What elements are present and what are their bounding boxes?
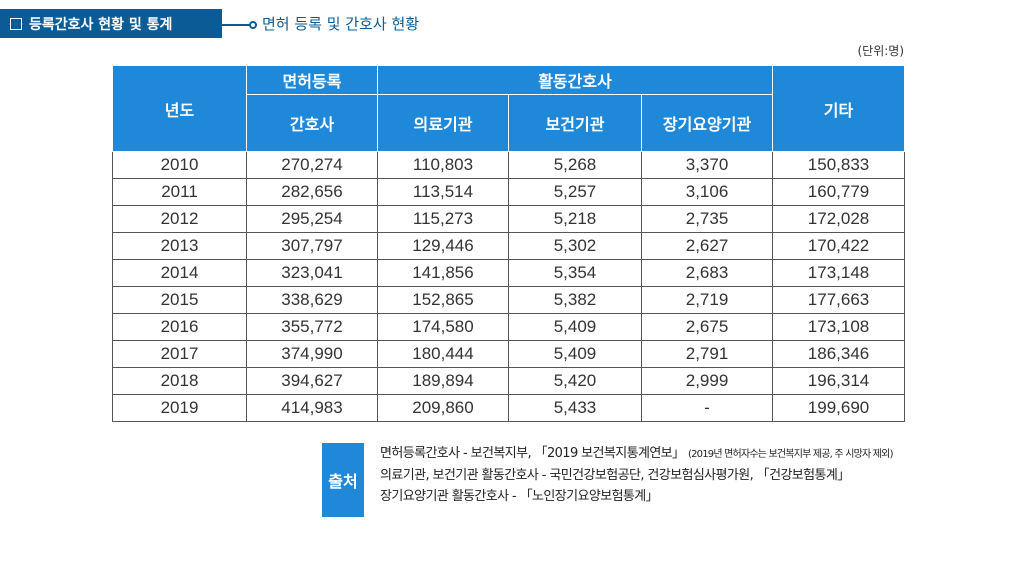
cell-health: 5,257 [508, 178, 642, 206]
cell-other: 186,346 [772, 340, 906, 368]
source-line-1: 면허등록간호사 - 보건복지부, 「2019 보건복지통계연보」 (2019년 … [380, 443, 894, 465]
cell-year: 2018 [112, 367, 247, 395]
cell-other: 196,314 [772, 367, 906, 395]
cell-year: 2013 [112, 232, 247, 260]
cell-longterm: - [640, 394, 774, 422]
source-block: 출처 면허등록간호사 - 보건복지부, 「2019 보건복지통계연보」 (201… [322, 443, 894, 517]
cell-longterm: 2,627 [640, 232, 774, 260]
cell-year: 2017 [112, 340, 247, 368]
header-license-group: 면허등록 [246, 65, 378, 95]
cell-licensed: 355,772 [246, 313, 378, 341]
cell-medical: 180,444 [377, 340, 509, 368]
cell-health: 5,268 [508, 151, 642, 179]
cell-other: 199,690 [772, 394, 906, 422]
cell-medical: 152,865 [377, 286, 509, 314]
cell-longterm: 2,735 [640, 205, 774, 233]
cell-longterm: 2,791 [640, 340, 774, 368]
source-line-2: 의료기관, 보건기관 활동간호사 - 국민건강보험공단, 건강보험심사평가원, … [380, 468, 850, 483]
nurse-statistics-table: 년도 면허등록 활동간호사 기타 간호사 의료기관 보건기관 장기요양기관 20… [112, 65, 906, 422]
table-row: 2015 338,629 152,865 5,382 2,719 177,663 [112, 286, 906, 314]
cell-licensed: 338,629 [246, 286, 378, 314]
table-row: 2010 270,274 110,803 5,268 3,370 150,833 [112, 151, 906, 179]
cell-year: 2014 [112, 259, 247, 287]
cell-other: 177,663 [772, 286, 906, 314]
cell-longterm: 2,675 [640, 313, 774, 341]
cell-licensed: 323,041 [246, 259, 378, 287]
header-active-group: 활동간호사 [376, 65, 774, 95]
cell-year: 2019 [112, 394, 247, 422]
cell-longterm: 2,683 [640, 259, 774, 287]
cell-licensed: 394,627 [246, 367, 378, 395]
source-line-1-note: (2019년 면허자수는 보건복지부 제공, 주 시망자 제외) [687, 449, 894, 460]
subtitle: 면허 등록 및 간호사 현황 [262, 15, 420, 33]
cell-health: 5,218 [508, 205, 642, 233]
cell-health: 5,382 [508, 286, 642, 314]
cell-health: 5,409 [508, 340, 642, 368]
table-row: 2012 295,254 115,273 5,218 2,735 172,028 [112, 205, 906, 233]
cell-year: 2015 [112, 286, 247, 314]
header-medical: 의료기관 [377, 94, 509, 152]
cell-medical: 209,860 [377, 394, 509, 422]
header-license-nurse: 간호사 [246, 94, 378, 152]
header-other: 기타 [772, 65, 906, 152]
cell-medical: 113,514 [377, 178, 509, 206]
source-badge: 출처 [322, 443, 364, 517]
table-row: 2018 394,627 189,894 5,420 2,999 196,314 [112, 367, 906, 395]
table-row: 2019 414,983 209,860 5,433 - 199,690 [112, 394, 906, 422]
square-bullet-icon [10, 17, 22, 30]
cell-health: 5,302 [508, 232, 642, 260]
cell-licensed: 374,990 [246, 340, 378, 368]
cell-licensed: 270,274 [246, 151, 378, 179]
cell-year: 2011 [112, 178, 247, 206]
table-row: 2017 374,990 180,444 5,409 2,791 186,346 [112, 340, 906, 368]
unit-label: (단위:명) [857, 44, 904, 58]
cell-year: 2016 [112, 313, 247, 341]
cell-longterm: 3,106 [640, 178, 774, 206]
table-row: 2014 323,041 141,856 5,354 2,683 173,148 [112, 259, 906, 287]
header-year: 년도 [112, 65, 247, 152]
table-row: 2016 355,772 174,580 5,409 2,675 173,108 [112, 313, 906, 341]
cell-longterm: 3,370 [640, 151, 774, 179]
cell-medical: 141,856 [377, 259, 509, 287]
cell-licensed: 282,656 [246, 178, 378, 206]
cell-licensed: 414,983 [246, 394, 378, 422]
cell-other: 173,148 [772, 259, 906, 287]
cell-medical: 189,894 [377, 367, 509, 395]
cell-other: 150,833 [772, 151, 906, 179]
cell-medical: 115,273 [377, 205, 509, 233]
cell-other: 160,779 [772, 178, 906, 206]
source-line-1-text: 면허등록간호사 - 보건복지부, 「2019 보건복지통계연보」 [380, 446, 685, 461]
cell-licensed: 295,254 [246, 205, 378, 233]
cell-medical: 129,446 [377, 232, 509, 260]
cell-year: 2012 [112, 205, 247, 233]
cell-medical: 110,803 [377, 151, 509, 179]
cell-medical: 174,580 [377, 313, 509, 341]
source-line-3: 장기요양기관 활동간호사 - 「노인장기요양보험통계」 [380, 489, 659, 504]
cell-other: 170,422 [772, 232, 906, 260]
source-lines: 면허등록간호사 - 보건복지부, 「2019 보건복지통계연보」 (2019년 … [380, 443, 894, 517]
cell-health: 5,409 [508, 313, 642, 341]
cell-health: 5,354 [508, 259, 642, 287]
cell-licensed: 307,797 [246, 232, 378, 260]
cell-longterm: 2,999 [640, 367, 774, 395]
table-row: 2011 282,656 113,514 5,257 3,106 160,779 [112, 178, 906, 206]
cell-longterm: 2,719 [640, 286, 774, 314]
connector-icon [222, 21, 257, 29]
header-health: 보건기관 [508, 94, 642, 152]
table-row: 2013 307,797 129,446 5,302 2,627 170,422 [112, 232, 906, 260]
cell-other: 173,108 [772, 313, 906, 341]
header-longterm: 장기요양기관 [640, 94, 774, 152]
cell-health: 5,420 [508, 367, 642, 395]
cell-other: 172,028 [772, 205, 906, 233]
section-title-text: 등록간호사 현황 및 통계 [29, 16, 173, 33]
section-title: 등록간호사 현황 및 통계 [0, 9, 222, 38]
cell-health: 5,433 [508, 394, 642, 422]
cell-year: 2010 [112, 151, 247, 179]
